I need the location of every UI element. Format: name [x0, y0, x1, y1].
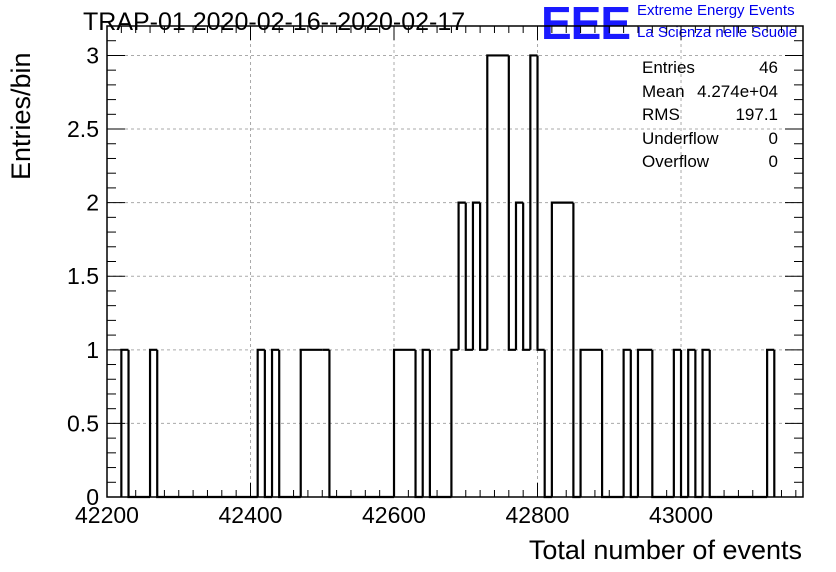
y-tick-label: 2.5: [67, 116, 99, 142]
stats-value: 0: [768, 152, 778, 171]
histogram-bin: [471, 201, 481, 350]
stats-key: RMS: [642, 105, 680, 124]
histogram-bin: [156, 349, 258, 499]
logo-line-2: La Scienza nelle Scuole: [637, 24, 798, 41]
histogram-bin: [299, 348, 323, 497]
histogram-bin: [766, 348, 775, 497]
stats-value: 46: [759, 58, 778, 77]
stats-value: 0: [768, 128, 778, 148]
histogram-bin: [256, 348, 265, 497]
y-tick-label: 0.5: [67, 410, 99, 436]
histogram-bin: [529, 54, 538, 350]
histogram-bin: [550, 201, 574, 497]
histogram-bin: [464, 202, 473, 351]
stats-key: Overflow: [642, 152, 710, 171]
y-tick-label: 0: [86, 484, 99, 510]
histogram-bin: [457, 201, 466, 350]
histogram-bin: [392, 348, 416, 497]
y-tick-label: 1: [86, 337, 99, 363]
histogram-bin: [536, 55, 545, 351]
stats-row: Underflow 0: [642, 129, 782, 153]
stats-row: Mean 4.274e+04: [642, 82, 782, 106]
x-axis-label: Total number of events: [528, 535, 802, 565]
tick-labels-layer: 42200 42400 42600 42800 43000 0 0.5 1 1.5 2 2.5 3: [67, 42, 713, 528]
x-tick-label: 42400: [219, 502, 283, 528]
histogram-bin: [687, 348, 696, 497]
y-axis-label: Entries/bin: [6, 52, 36, 180]
logo-line-1: Extreme Energy Events: [637, 2, 795, 19]
x-tick-label: 42200: [75, 502, 139, 528]
histogram-bin: [522, 202, 531, 351]
stats-box: Entries 46 Mean 4.274e+04 RMS 197.1 Underflow 0…: [642, 58, 782, 176]
stats-key: Mean: [642, 81, 685, 101]
histogram-bin: [636, 348, 653, 497]
stats-row: Entries 46: [642, 58, 782, 82]
histogram-bin: [672, 348, 682, 497]
stats-value: 4.274e+04: [697, 81, 778, 101]
plot-title: TRAP-01 2020-02-16--2020-02-17: [83, 8, 466, 36]
histogram-bin: [622, 348, 631, 497]
x-tick-label: 42600: [362, 502, 426, 528]
stats-row: Overflow 0: [642, 152, 782, 176]
histogram-bin: [120, 348, 129, 497]
histogram-bin: [270, 348, 280, 497]
eee-logo: EEE: [541, 0, 631, 49]
stats-value: 197.1: [735, 105, 778, 124]
histogram-bin: [486, 54, 509, 350]
stats-key: Underflow: [642, 128, 719, 148]
histogram-bin: [450, 348, 459, 497]
x-tick-label: 43000: [649, 502, 713, 528]
histogram-bin: [507, 55, 516, 351]
y-tick-label: 2: [86, 190, 99, 216]
histogram-bin: [479, 202, 488, 351]
stats-row: RMS 197.1: [642, 105, 782, 129]
histogram-bin: [579, 348, 603, 497]
y-tick-label: 3: [86, 42, 99, 68]
y-tick-label: 1.5: [67, 263, 99, 289]
histogram-bin: [514, 201, 524, 350]
histogram-bin: [421, 348, 430, 497]
histogram-bin: [701, 348, 710, 497]
plot-frame: [106, 25, 804, 498]
stats-key: Entries: [642, 58, 695, 77]
histogram-bin: [148, 348, 158, 497]
x-tick-label: 42800: [506, 502, 570, 528]
